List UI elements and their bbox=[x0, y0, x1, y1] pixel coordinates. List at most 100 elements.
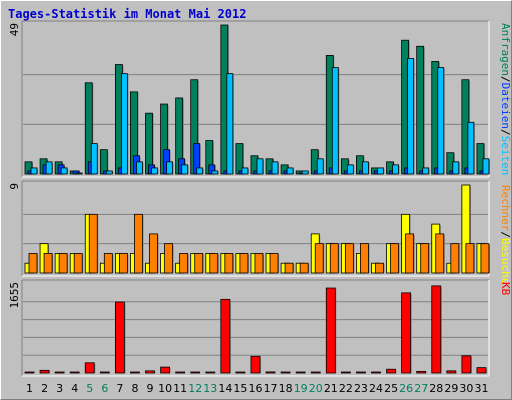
bar-rechner bbox=[73, 253, 83, 274]
x-axis-label-day-16: 16 bbox=[249, 382, 263, 395]
x-axis-label-day-25: 25 bbox=[384, 382, 398, 395]
x-axis-label-day-20: 20 bbox=[309, 382, 323, 395]
bar-kb bbox=[175, 371, 186, 374]
bar-kb bbox=[145, 370, 155, 374]
bar-kb bbox=[190, 371, 201, 374]
bar-seiten bbox=[467, 121, 475, 175]
bar-rechner bbox=[224, 253, 234, 274]
bar-kb bbox=[476, 367, 487, 374]
bar-rechner bbox=[435, 233, 445, 274]
x-axis-label-day-1: 1 bbox=[26, 382, 33, 395]
x-axis-label-day-18: 18 bbox=[279, 382, 293, 395]
legend-anfragen-label: Anfragen bbox=[499, 23, 512, 76]
bar-rechner bbox=[28, 253, 38, 274]
bar-seiten bbox=[256, 158, 264, 175]
bar-rechner bbox=[134, 213, 143, 274]
bar-seiten bbox=[452, 161, 460, 175]
legend-besuche-label: Besuche bbox=[499, 238, 512, 284]
bar-seiten bbox=[30, 167, 38, 175]
bar-seiten bbox=[60, 167, 68, 175]
bar-kb bbox=[114, 301, 125, 374]
legend--label: / bbox=[499, 231, 512, 238]
x-axis-label-day-11: 11 bbox=[173, 382, 187, 395]
bar-seiten bbox=[90, 143, 98, 175]
bar-kb bbox=[39, 369, 50, 374]
x-axis-label-day-6: 6 bbox=[101, 382, 108, 395]
bar-rechner bbox=[360, 243, 369, 274]
x-axis-label-day-17: 17 bbox=[264, 382, 278, 395]
bar-kb bbox=[446, 370, 457, 374]
bar-seiten bbox=[136, 161, 143, 175]
x-axis-label-day-22: 22 bbox=[339, 382, 353, 395]
x-axis-label-day-14: 14 bbox=[218, 382, 232, 395]
bar-anfragen bbox=[416, 45, 425, 175]
chart-title: Tages-Statistik im Monat Mai 2012 bbox=[8, 7, 247, 21]
bar-seiten bbox=[241, 167, 249, 175]
bar-rechner bbox=[420, 243, 430, 274]
bar-kb bbox=[99, 371, 110, 374]
bar-rechner bbox=[103, 253, 113, 274]
bar-kb bbox=[356, 371, 366, 374]
bar-rechner bbox=[269, 253, 279, 274]
bar-rechner bbox=[43, 253, 53, 274]
bar-seiten bbox=[151, 167, 158, 175]
bar-rechner bbox=[314, 243, 324, 274]
panel-1-legend-label: Anfragen/Dateien/Seiten bbox=[499, 23, 512, 175]
bar-rechner bbox=[194, 253, 204, 274]
bar-seiten bbox=[271, 161, 279, 175]
bar-seiten bbox=[377, 167, 384, 175]
bar-kb bbox=[235, 371, 246, 374]
bar-seiten bbox=[45, 161, 53, 175]
x-axis-label-day-28: 28 bbox=[429, 382, 443, 395]
x-axis-label-day-5: 5 bbox=[86, 382, 93, 395]
panel-3-legend-label: KB bbox=[499, 282, 512, 296]
bar-rechner bbox=[164, 243, 173, 274]
bar-kb bbox=[340, 371, 351, 374]
x-axis-label-day-2: 2 bbox=[41, 382, 48, 395]
bar-seiten bbox=[331, 67, 339, 175]
bar-rechner bbox=[284, 262, 294, 274]
x-axis-label-day-31: 31 bbox=[474, 382, 488, 395]
bar-seiten bbox=[437, 67, 445, 175]
x-axis-label-day-27: 27 bbox=[414, 382, 428, 395]
x-axis-label-day-29: 29 bbox=[444, 382, 458, 395]
bar-kb bbox=[295, 371, 306, 374]
bar-rechner bbox=[375, 262, 384, 274]
bar-rechner bbox=[390, 243, 399, 274]
bar-kb bbox=[416, 370, 427, 374]
bar-kb bbox=[130, 371, 140, 374]
bar-rechner bbox=[149, 233, 158, 274]
bar-rechner bbox=[480, 243, 490, 274]
x-axis-label-day-19: 19 bbox=[294, 382, 308, 395]
bar-kb bbox=[220, 298, 231, 374]
bar-rechner bbox=[299, 262, 309, 274]
bar-kb bbox=[386, 368, 396, 374]
bar-kb bbox=[401, 292, 412, 374]
bar-kb bbox=[371, 371, 381, 374]
bar-seiten bbox=[75, 172, 83, 175]
bar-rechner bbox=[329, 243, 339, 274]
bar-seiten bbox=[286, 167, 294, 175]
bar-kb bbox=[69, 371, 80, 374]
bar-seiten bbox=[362, 161, 369, 175]
bar-seiten bbox=[211, 170, 219, 175]
bar-seiten bbox=[422, 167, 430, 175]
bar-kb bbox=[54, 371, 65, 374]
legend-seiten-label: Seiten bbox=[499, 136, 512, 176]
bar-rechner bbox=[58, 253, 68, 274]
bar-seiten bbox=[346, 164, 354, 175]
bar-seiten bbox=[196, 167, 204, 175]
bar-rechner bbox=[405, 233, 415, 274]
bar-kb bbox=[461, 355, 472, 374]
x-axis-label-day-30: 30 bbox=[459, 382, 473, 395]
bar-kb bbox=[205, 371, 216, 374]
bar-kb bbox=[280, 371, 291, 374]
bar-seiten bbox=[120, 73, 128, 175]
panel-1-ymax-label: 49 bbox=[8, 23, 21, 36]
legend-rechner-label: Rechner bbox=[499, 185, 512, 232]
legend-kb-label: KB bbox=[499, 282, 512, 296]
bar-kb bbox=[250, 355, 261, 374]
bar-seiten bbox=[316, 158, 324, 175]
x-axis-label-day-13: 13 bbox=[203, 382, 217, 395]
